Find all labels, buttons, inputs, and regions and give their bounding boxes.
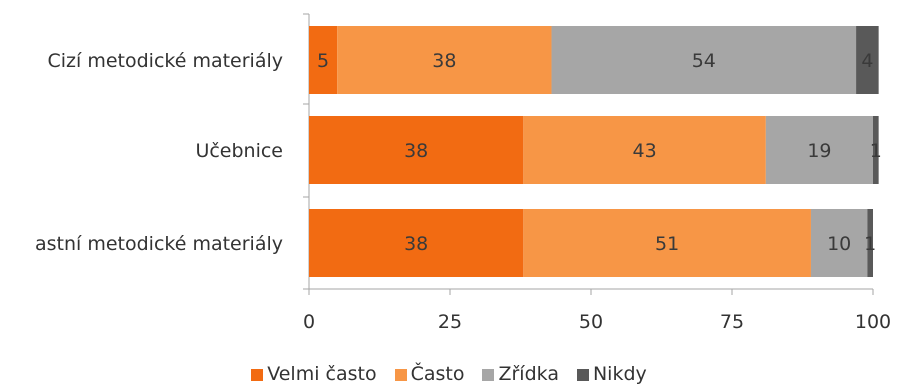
data-label: 38 [432,50,456,72]
legend-label: Velmi často [267,363,377,385]
legend-swatch [576,369,589,381]
category-label: astní metodické materiály [35,233,283,255]
x-tick-label: 100 [855,311,891,333]
data-label: 1 [864,233,876,255]
bars: 5 38 54 4 38 43 19 1 38 51 10 1 [309,26,882,277]
legend-item: Velmi často [251,363,377,385]
data-label: 54 [692,50,716,72]
legend-label: Nikdy [592,363,647,385]
bar-segment [765,116,873,184]
x-tick-label: 0 [303,311,315,333]
legend-item: Nikdy [576,363,647,385]
stacked-bar-chart: 0 25 50 75 100 5 38 54 4 38 43 19 1 38 51 10 1 Cizí met… [35,13,891,333]
legend: Velmi často Často Zřídka Nikdy [0,363,898,385]
bar-segment [856,26,879,94]
x-tick-label: 75 [720,311,744,333]
data-label: 43 [632,140,656,162]
data-label: 38 [404,140,428,162]
bar-segment [309,209,524,277]
bar-segment [873,116,879,184]
bar-segment [309,116,524,184]
legend-label: Zřídka [498,363,559,385]
data-label: 10 [827,233,851,255]
category-label: Učebnice [195,140,283,162]
data-label: 38 [404,233,428,255]
legend-swatch [251,369,264,381]
legend-item: Zřídka [482,363,559,385]
data-label: 5 [317,50,329,72]
data-label: 4 [861,50,873,72]
bar-segment [309,26,338,94]
legend-item: Často [394,363,465,385]
data-label: 51 [655,233,679,255]
legend-swatch [482,369,495,381]
bar-segment [810,209,868,277]
bar-segment [867,209,873,277]
x-tick-label: 25 [438,311,462,333]
legend-swatch [394,369,407,381]
legend-label: Často [410,363,465,385]
bar-segment [337,26,552,94]
x-axis: 0 25 50 75 100 [303,13,891,333]
data-label: 19 [807,140,831,162]
category-labels: Cizí metodické materiály Učebnice astní me… [35,50,283,255]
bar-segment [523,209,811,277]
category-label: Cizí metodické materiály [48,50,284,72]
x-tick-label: 50 [579,311,603,333]
bar-segment [523,116,766,184]
bar-segment [551,26,857,94]
data-label: 1 [870,140,882,162]
